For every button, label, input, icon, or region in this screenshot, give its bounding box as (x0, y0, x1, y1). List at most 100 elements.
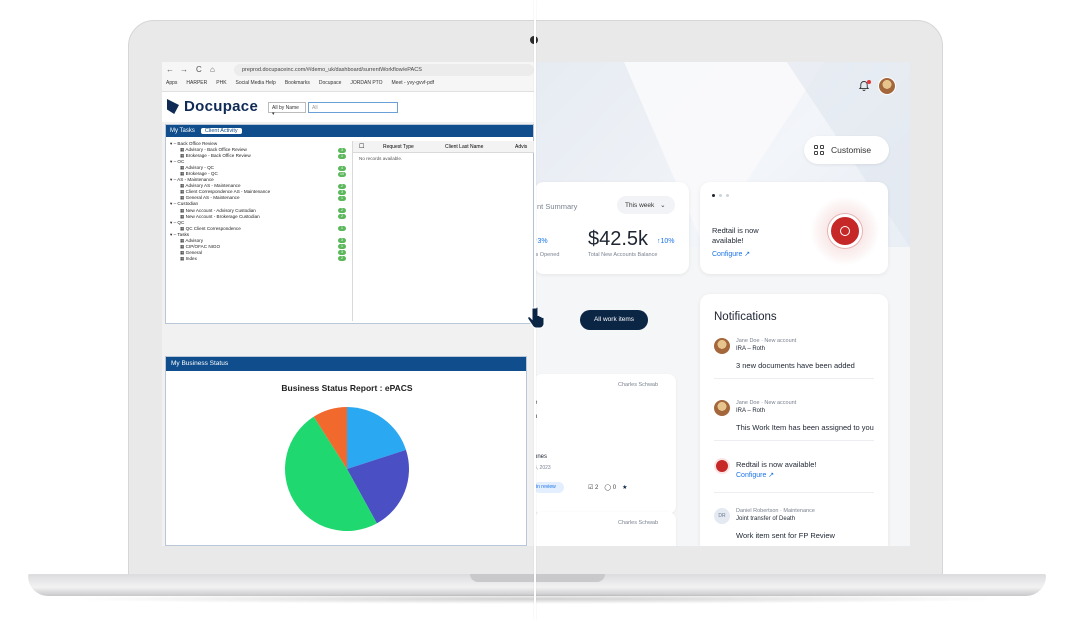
bookmark-item[interactable]: JORDAN PTO (350, 80, 383, 86)
notifications-title: Notifications (714, 311, 777, 323)
tree-item[interactable]: ▦ QC Client Correspondence 1 (168, 226, 350, 232)
tree-label: Advisory - Back Office Review (185, 147, 247, 153)
tree-item[interactable]: ▦ Advisory 3 (168, 238, 350, 244)
select-all-checkbox[interactable]: ☐ (359, 144, 365, 150)
bookmark-item[interactable]: Bookmarks (284, 80, 310, 86)
forward-button[interactable]: → (180, 65, 188, 74)
pie-slice-1[interactable] (347, 407, 406, 469)
summary-title: nt Summary (537, 202, 578, 211)
pie-slice-3[interactable] (284, 416, 377, 532)
tree-item[interactable]: ▦ General 3 (168, 250, 350, 256)
work-item-client: ones (534, 454, 548, 460)
work-item-stats: ☑ 2 ◯ 0 ★ (588, 484, 628, 491)
count-badge: 2 (338, 183, 346, 189)
customise-button[interactable]: Customise (804, 136, 889, 164)
balance-value: $42.5k (588, 228, 649, 250)
tree-item[interactable]: ▦ Index 2 (168, 256, 350, 262)
bookmark-item[interactable]: Apps (166, 80, 178, 86)
configure-link[interactable]: Configure ↗ (712, 251, 751, 258)
tree-group[interactable]: ▾ – Custodian (170, 201, 199, 207)
custodian-label: Charles Schwab (618, 382, 659, 388)
docupace-logo-icon (167, 99, 179, 114)
app-logo-text: Docupace (184, 98, 259, 115)
column-header[interactable]: Request Type (383, 143, 414, 150)
tree-item[interactable]: ▦ New Account - Advisory Custodian 2 (168, 208, 350, 214)
promo-text: Redtail is now available! (712, 226, 759, 245)
notification-subtitle: Joint transfer of Death (736, 516, 796, 522)
star-icon[interactable]: ★ (622, 485, 628, 491)
laptop-notch (470, 574, 605, 582)
configure-link[interactable]: Configure ↗ (736, 472, 775, 479)
notification-subtitle: IRA – Roth (736, 408, 766, 414)
panel-title: My Tasks (170, 128, 195, 134)
tree-label: General AS - Maintenance (185, 195, 240, 201)
tree-group[interactable]: ▾ – QC (170, 219, 185, 225)
count-badge: 3 (338, 250, 346, 256)
tree-item[interactable]: ▦ CIP/OFAC NIGO 1 (168, 244, 350, 250)
avatar: DR (714, 508, 730, 524)
count-badge: 2 (338, 208, 346, 214)
browser-chrome: ← → C ⌂ preprod.docupaceinc.com/#/demo_u… (162, 62, 534, 92)
period-dropdown[interactable]: This week ⌄ (617, 196, 675, 214)
count-badge: 10 (338, 171, 346, 177)
reload-button[interactable]: C (196, 65, 202, 74)
user-avatar[interactable] (878, 77, 896, 95)
tree-item[interactable]: ▦ Advisory - Back Office Review 3 (168, 147, 350, 153)
search-input[interactable]: All (308, 102, 398, 113)
app-header: Docupace All by Name ▾ All (162, 92, 534, 122)
bookmark-item[interactable]: Meet - yvy-gvvf-pdf (391, 80, 435, 86)
count-badge: 2 (338, 214, 346, 220)
tree-label: Brokerage - Back Office Review (185, 153, 251, 159)
tree-item[interactable]: ▦ Brokerage - Back Office Review 1 (168, 153, 350, 159)
carousel-dots[interactable] (712, 194, 729, 197)
tree-label: New Account - Brokerage Custodian (185, 213, 260, 219)
redtail-logo-icon (714, 458, 730, 474)
tree-item[interactable]: ▦ Advisory AS - Maintenance 2 (168, 183, 350, 189)
bookmark-item[interactable]: Social Media Help (235, 80, 276, 86)
task-grid: ☐ Request Type Client Last Name Advis No… (352, 141, 535, 321)
tab-client-activity[interactable]: Client Activity (200, 128, 242, 134)
count-badge: 2 (338, 256, 346, 262)
empty-message: No records available. (359, 156, 403, 161)
tree-group[interactable]: ▾ – Tasks (170, 231, 190, 237)
tree-group[interactable]: ▾ – OC (170, 159, 185, 165)
bookmark-item[interactable]: HARPER (186, 80, 208, 86)
bookmark-item[interactable]: Docupace (318, 80, 342, 86)
back-button[interactable]: ← (166, 65, 174, 74)
notification-subtitle: IRA – Roth (736, 346, 766, 352)
tree-item[interactable]: ▦ Client Correspondence AS - Maintenance… (168, 189, 350, 195)
work-item-card[interactable]: Charles Schwab (534, 512, 676, 546)
tree-item[interactable]: ▦ New Account - Brokerage Custodian 2 (168, 214, 350, 220)
address-bar[interactable]: preprod.docupaceinc.com/#/demo_uk/dashbo… (234, 64, 534, 76)
home-button[interactable]: ⌂ (210, 65, 215, 74)
tree-item[interactable]: ▦ Brokerage - QC 10 (168, 171, 350, 177)
pie-slice-2[interactable] (347, 449, 409, 524)
bookmarks-bar: Apps HARPER PHK Social Media Help Bookma… (166, 80, 434, 86)
notification-title: Redtail is now available! (736, 460, 817, 469)
tree-item[interactable]: ▦ General AS - Maintenance 1 (168, 195, 350, 201)
notification-message: Work item sent for FP Review (736, 531, 835, 540)
search-scope-select[interactable]: All by Name ▾ (268, 102, 306, 117)
column-header[interactable]: Client Last Name (445, 143, 484, 150)
tree-label: OC (177, 159, 185, 165)
tree-label: Tasks (177, 231, 190, 237)
bell-icon[interactable] (858, 80, 870, 92)
work-item-date: 4, 2023 (534, 465, 551, 471)
period-label: This week (625, 202, 655, 209)
notification-meta: Jane Doe · New account (736, 400, 797, 406)
balance-change: ↑10% (657, 238, 675, 245)
bookmark-item[interactable]: PHK (216, 80, 227, 86)
new-app: Customise nt Summary This week ⌄ ↑3% ts … (534, 62, 910, 546)
laptop-base (28, 574, 1046, 596)
notification-meta: Jane Doe · New account (736, 338, 797, 344)
redtail-promo-card: Redtail is now available! Configure ↗ (700, 182, 888, 274)
tree-item[interactable]: ▦ Advisory - QC 4 (168, 165, 350, 171)
all-work-items-button[interactable]: All work items (580, 310, 648, 330)
tree-group[interactable]: ▾ – AS - Maintenance (170, 177, 214, 183)
tree-group[interactable]: ▾ – Back Office Review (170, 141, 218, 146)
column-header[interactable]: Advis (515, 143, 528, 150)
work-items-section: All work items Charles Schwab e h ones 4… (534, 294, 684, 546)
pie-slice-4[interactable] (313, 407, 347, 469)
work-item-card[interactable]: Charles Schwab e h ones 4, 2023 in revie… (534, 374, 676, 514)
tree-label: QC (177, 219, 185, 225)
